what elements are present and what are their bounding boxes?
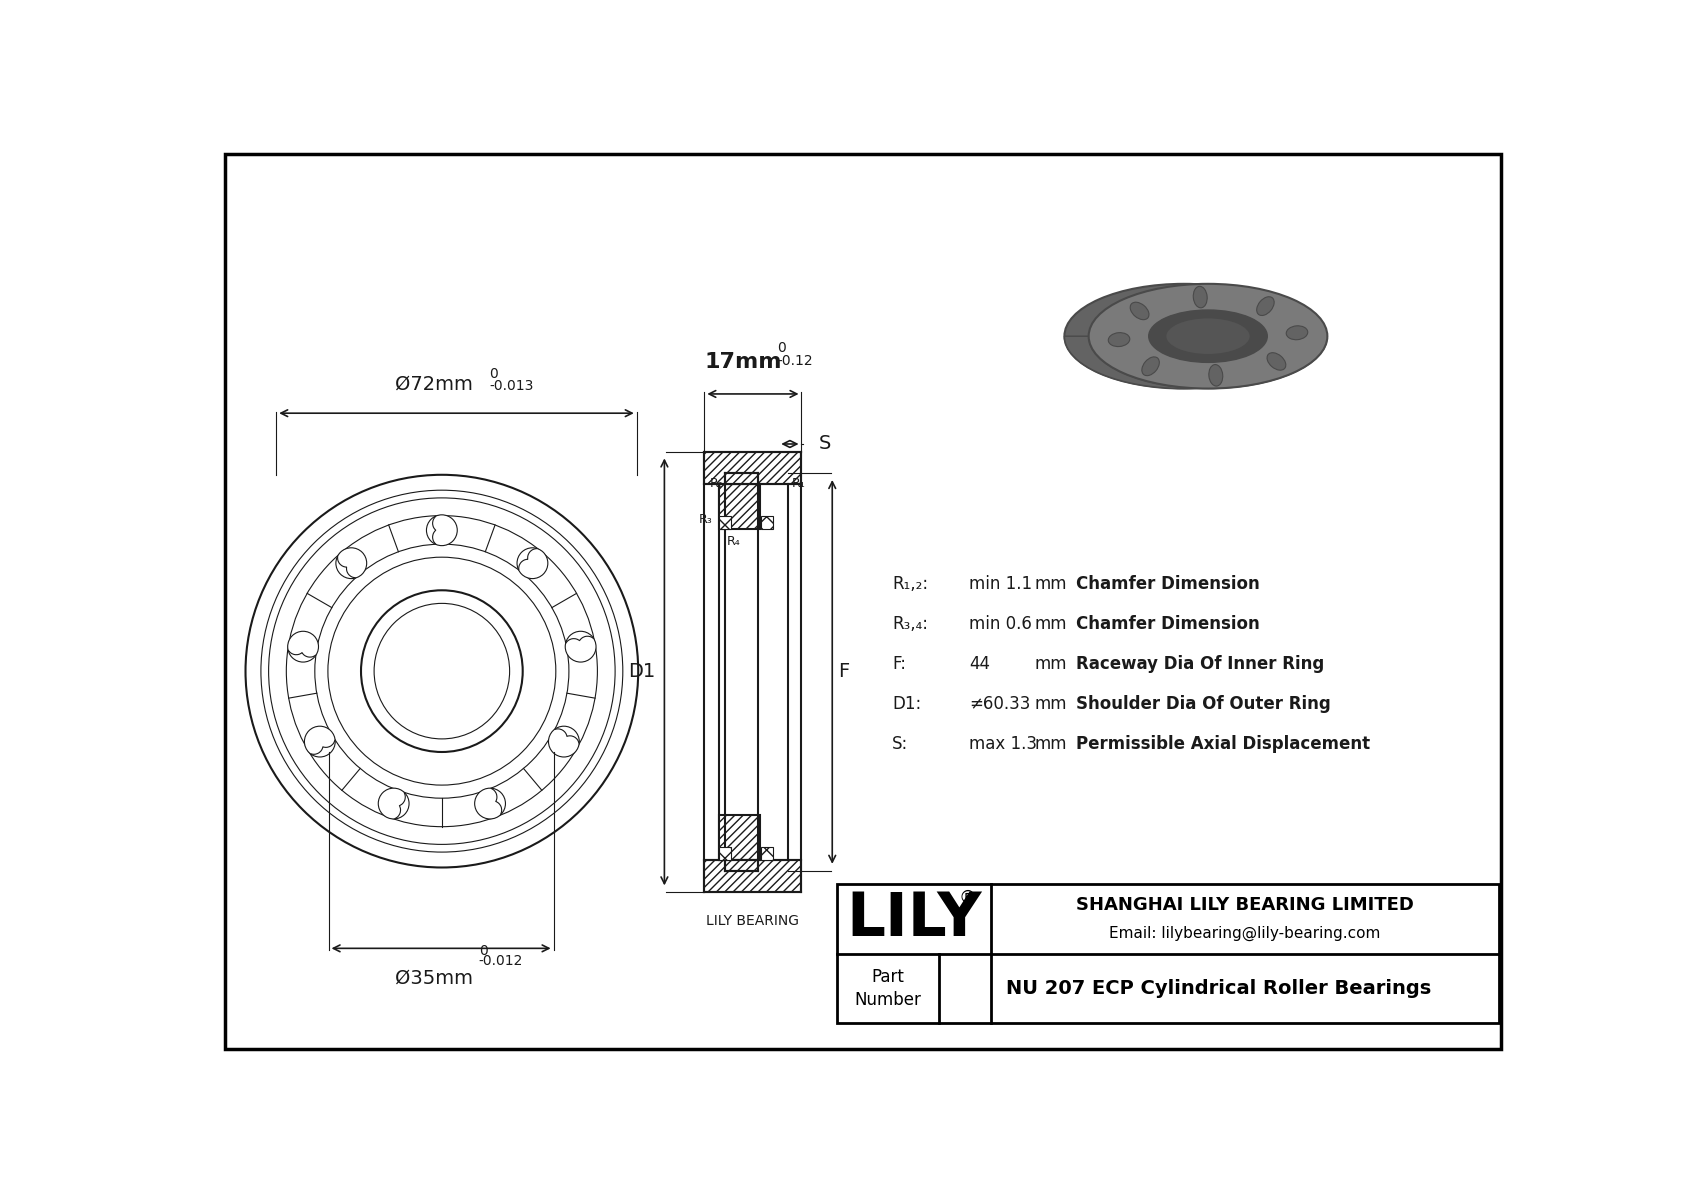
Circle shape <box>517 548 547 579</box>
Ellipse shape <box>1209 364 1223 386</box>
Bar <box>726 860 758 871</box>
Text: 17mm: 17mm <box>706 353 783 373</box>
Text: LILY BEARING: LILY BEARING <box>707 913 800 928</box>
Circle shape <box>335 548 367 579</box>
Polygon shape <box>1064 336 1327 388</box>
Circle shape <box>475 788 505 819</box>
Text: -0.12: -0.12 <box>778 354 813 368</box>
Text: min 1.1: min 1.1 <box>970 575 1032 593</box>
Ellipse shape <box>1142 357 1159 375</box>
Text: 0: 0 <box>478 943 488 958</box>
Text: 0: 0 <box>778 342 786 355</box>
Text: -0.013: -0.013 <box>490 379 534 393</box>
Ellipse shape <box>1194 286 1207 307</box>
Text: Email: lilybearing@lily-bearing.com: Email: lilybearing@lily-bearing.com <box>1110 925 1381 941</box>
Text: R₄: R₄ <box>727 535 741 548</box>
Text: Ø72mm: Ø72mm <box>396 374 473 393</box>
Bar <box>719 815 759 860</box>
Bar <box>719 848 731 860</box>
Ellipse shape <box>1165 318 1250 355</box>
Bar <box>761 517 773 529</box>
Text: 44: 44 <box>970 655 990 673</box>
Circle shape <box>549 727 579 757</box>
Text: F: F <box>839 662 850 681</box>
Ellipse shape <box>1064 283 1303 388</box>
Text: -0.012: -0.012 <box>478 954 524 968</box>
Circle shape <box>566 631 596 662</box>
Ellipse shape <box>1088 283 1327 388</box>
Circle shape <box>305 727 335 757</box>
Bar <box>726 473 758 484</box>
Circle shape <box>288 631 318 662</box>
Text: Raceway Dia Of Inner Ring: Raceway Dia Of Inner Ring <box>1076 655 1324 673</box>
Text: R₃: R₃ <box>699 513 712 526</box>
Text: mm: mm <box>1034 575 1068 593</box>
Text: Chamfer Dimension: Chamfer Dimension <box>1076 616 1260 634</box>
Text: Shoulder Dia Of Outer Ring: Shoulder Dia Of Outer Ring <box>1076 696 1330 713</box>
Text: max 1.3: max 1.3 <box>970 735 1037 753</box>
Text: ®: ® <box>958 888 977 906</box>
Text: mm: mm <box>1034 735 1068 753</box>
Text: Ø35mm: Ø35mm <box>396 968 473 987</box>
Text: D1:: D1: <box>893 696 921 713</box>
Circle shape <box>379 788 409 819</box>
Bar <box>761 848 773 860</box>
Text: min 0.6: min 0.6 <box>970 616 1032 634</box>
Text: S:: S: <box>893 735 909 753</box>
Text: S: S <box>818 435 832 454</box>
Text: F:: F: <box>893 655 906 673</box>
Ellipse shape <box>1256 297 1275 316</box>
Bar <box>837 885 1499 1023</box>
Text: Permissible Axial Displacement: Permissible Axial Displacement <box>1076 735 1369 753</box>
Text: ≠60.33: ≠60.33 <box>970 696 1031 713</box>
Bar <box>719 517 731 529</box>
Ellipse shape <box>1148 310 1268 362</box>
Ellipse shape <box>1130 303 1148 319</box>
Ellipse shape <box>1266 353 1287 370</box>
Text: D1: D1 <box>628 662 655 681</box>
Bar <box>719 484 759 529</box>
Text: mm: mm <box>1034 616 1068 634</box>
Text: R₁,₂:: R₁,₂: <box>893 575 928 593</box>
Text: R₃,₄:: R₃,₄: <box>893 616 928 634</box>
Text: Chamfer Dimension: Chamfer Dimension <box>1076 575 1260 593</box>
Text: Part
Number: Part Number <box>854 967 921 1009</box>
Text: SHANGHAI LILY BEARING LIMITED: SHANGHAI LILY BEARING LIMITED <box>1076 896 1415 915</box>
Bar <box>704 860 802 892</box>
Ellipse shape <box>1287 326 1308 339</box>
Text: R₂: R₂ <box>709 478 722 491</box>
Text: mm: mm <box>1034 696 1068 713</box>
Circle shape <box>426 515 458 545</box>
Text: LILY: LILY <box>845 890 982 948</box>
Bar <box>704 451 802 484</box>
Text: NU 207 ECP Cylindrical Roller Bearings: NU 207 ECP Cylindrical Roller Bearings <box>1005 979 1431 998</box>
Ellipse shape <box>1165 318 1250 355</box>
Text: 0: 0 <box>490 367 498 381</box>
Text: R₁: R₁ <box>791 478 807 491</box>
Text: mm: mm <box>1034 655 1068 673</box>
Ellipse shape <box>1108 332 1130 347</box>
